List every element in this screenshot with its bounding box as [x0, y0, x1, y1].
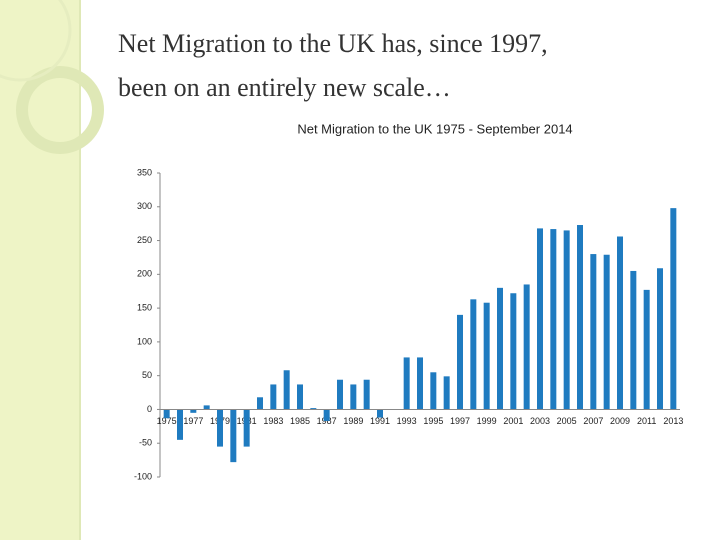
x-tick-label: 2003 — [530, 416, 550, 426]
x-tick-label: 2009 — [610, 416, 630, 426]
slide-title: Net Migration to the UK has, since 1997, — [118, 29, 548, 58]
y-tick-label: 150 — [137, 302, 152, 312]
bar — [590, 254, 597, 410]
bar — [217, 409, 223, 447]
decor-circle — [16, 66, 104, 154]
bar — [643, 289, 650, 410]
x-tick-label: 1999 — [477, 416, 497, 426]
side-strip — [0, 0, 80, 540]
bar — [177, 409, 183, 440]
bar — [670, 208, 677, 410]
bar — [163, 409, 170, 419]
bar — [310, 408, 317, 410]
x-tick-label: 1993 — [397, 416, 417, 426]
x-tick-label: 1983 — [263, 416, 283, 426]
chart-title: Net Migration to the UK 1975 - September… — [297, 121, 572, 136]
y-tick-label: 100 — [137, 336, 152, 346]
bar — [230, 409, 237, 463]
x-tick-label: 2001 — [503, 416, 523, 426]
x-tick-label: 1997 — [450, 416, 470, 426]
bar — [550, 229, 557, 410]
bar — [377, 409, 383, 418]
x-tick-label: 2011 — [637, 416, 656, 426]
y-tick-label: -50 — [139, 438, 152, 448]
x-tick-label: 1995 — [423, 416, 443, 426]
decor-circle — [0, 0, 72, 82]
x-tick-label: 1975 — [157, 416, 177, 426]
bar — [297, 384, 303, 410]
bar — [523, 284, 530, 410]
bar — [537, 228, 543, 410]
bar — [417, 357, 423, 410]
bar — [337, 379, 343, 410]
x-tick-label: 1977 — [183, 416, 203, 426]
y-tick-label: 350 — [137, 167, 152, 177]
y-tick-label: 200 — [137, 269, 152, 279]
bar — [243, 409, 250, 447]
y-tick-label: 250 — [137, 235, 152, 245]
y-tick-label: 50 — [142, 370, 152, 380]
slide-title: been on an entirely new scale… — [118, 73, 451, 102]
x-tick-label: 2007 — [583, 416, 603, 426]
y-tick-label: 0 — [147, 404, 152, 414]
bar — [257, 397, 263, 410]
bar — [510, 293, 517, 410]
bar — [497, 287, 503, 410]
bar — [403, 357, 410, 410]
bar — [457, 314, 463, 410]
y-tick-label: -100 — [134, 471, 152, 481]
bar — [270, 384, 277, 410]
bar — [363, 379, 370, 410]
bar — [563, 230, 570, 410]
x-tick-label: 1991 — [370, 416, 390, 426]
bar — [190, 409, 197, 413]
bar — [483, 302, 490, 410]
x-tick-label: 1985 — [290, 416, 310, 426]
bar — [470, 299, 477, 410]
x-tick-label: 1989 — [343, 416, 363, 426]
bar — [657, 268, 663, 410]
x-tick-label: 2013 — [663, 416, 683, 426]
bar — [350, 384, 357, 410]
bar — [603, 254, 610, 410]
bar — [203, 405, 210, 410]
y-tick-label: 300 — [137, 201, 152, 211]
bar — [443, 376, 450, 410]
bar — [323, 409, 330, 421]
bar — [283, 370, 290, 410]
bar — [577, 225, 583, 410]
bar — [430, 372, 437, 410]
bar — [630, 270, 637, 410]
x-tick-label: 2005 — [557, 416, 577, 426]
bar — [617, 236, 623, 410]
